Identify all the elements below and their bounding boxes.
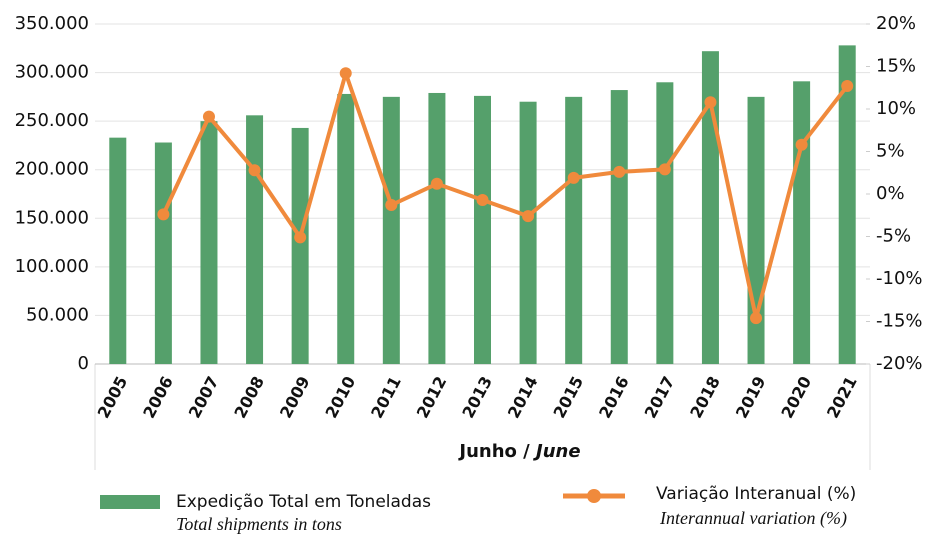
- legend-label-en: Interannual variation (%): [659, 508, 847, 529]
- bar: [200, 121, 218, 365]
- line-marker: [567, 171, 580, 184]
- y-tick-label: 100.000: [15, 256, 89, 277]
- line-marker: [704, 96, 717, 109]
- y2-tick-label: 20%: [876, 13, 916, 34]
- bar: [838, 45, 856, 364]
- x-axis-title: Junho / June: [457, 441, 580, 462]
- legend-label-en: Total shipments in tons: [176, 514, 342, 534]
- y-tick-label: 200.000: [15, 159, 89, 180]
- line-marker: [750, 312, 763, 325]
- line-marker: [385, 199, 398, 212]
- x-tick-label: 2015: [549, 373, 587, 421]
- y2-tick-label: -5%: [876, 226, 911, 247]
- x-tick-label: 2020: [777, 373, 815, 421]
- line-marker: [339, 67, 352, 80]
- y2-tick-label: 10%: [876, 98, 916, 119]
- bar: [109, 137, 127, 364]
- bar: [382, 96, 400, 364]
- x-tick-label: 2010: [322, 373, 360, 421]
- line-marker: [613, 165, 626, 178]
- x-tick-label: 2007: [185, 373, 223, 421]
- line-marker: [157, 208, 170, 221]
- bar: [519, 101, 537, 364]
- y2-tick-label: 0%: [876, 183, 905, 204]
- legend-swatch: [100, 495, 160, 509]
- line-marker: [202, 110, 215, 123]
- x-tick-label: 2021: [823, 373, 861, 421]
- x-tick-label: 2018: [686, 373, 724, 421]
- line-marker: [658, 163, 671, 176]
- x-tick-label: 2014: [504, 373, 542, 421]
- y2-tick-label: 15%: [876, 56, 916, 77]
- x-tick-label: 2006: [139, 373, 177, 421]
- x-tick-label: 2016: [595, 373, 633, 421]
- line-marker: [795, 138, 808, 151]
- y-tick-label: 0: [78, 353, 89, 374]
- bar: [291, 127, 309, 364]
- bar: [610, 90, 628, 365]
- y-tick-label: 350.000: [15, 13, 89, 34]
- line: [161, 71, 849, 321]
- x-tick-label: 2017: [641, 373, 679, 421]
- bar: [428, 92, 446, 364]
- bar: [337, 93, 355, 364]
- line-marker: [841, 80, 854, 93]
- x-tick-label: 2012: [413, 373, 451, 421]
- line-marker: [430, 177, 443, 190]
- y-tick-label: 150.000: [15, 207, 89, 228]
- line-marker: [522, 210, 535, 223]
- legend-label: Variação Interanual (%): [656, 484, 856, 504]
- y2-tick-label: -15%: [876, 311, 923, 332]
- x-tick-label: 2011: [367, 373, 405, 421]
- bar: [246, 115, 264, 364]
- line-marker: [476, 193, 489, 206]
- y-tick-label: 50.000: [26, 304, 89, 325]
- y2-tick-label: -20%: [876, 353, 923, 374]
- y-tick-label: 250.000: [15, 110, 89, 131]
- bar: [565, 96, 583, 364]
- bar: [474, 95, 491, 364]
- x-tick-label: 2008: [230, 373, 268, 421]
- line-marker: [248, 164, 261, 177]
- x-tick-label: 2009: [276, 373, 314, 421]
- y2-tick-label: -10%: [876, 268, 923, 289]
- bar: [154, 142, 172, 364]
- line-marker: [294, 231, 307, 244]
- y-tick-label: 300.000: [15, 62, 89, 83]
- y2-tick-label: 5%: [876, 141, 905, 162]
- x-axis-title-pt: Junho /: [457, 441, 530, 462]
- bar: [656, 82, 674, 365]
- legend-label: Expedição Total em Toneladas: [176, 492, 431, 512]
- x-tick-label: 2019: [732, 373, 770, 421]
- bar: [793, 81, 811, 365]
- x-axis-title-en: June: [533, 441, 581, 462]
- x-tick-label: 2013: [458, 373, 496, 421]
- x-tick-label: 2005: [94, 373, 132, 421]
- legend-marker: [587, 489, 601, 503]
